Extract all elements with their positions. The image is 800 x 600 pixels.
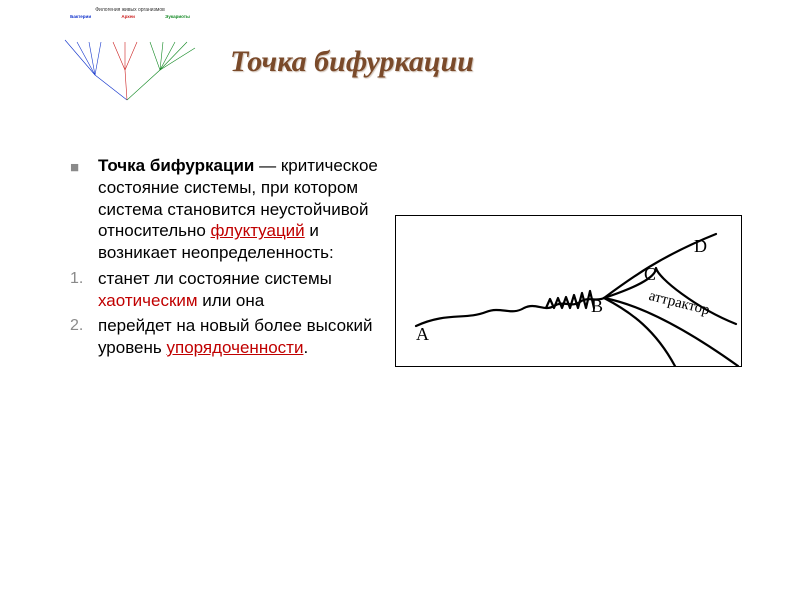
numbered-item-1: 1. станет ли состояние системы хаотическ… — [70, 268, 380, 312]
thumb-label-bacteria: Бактерии — [70, 15, 91, 20]
n2-post: . — [303, 338, 308, 357]
label-A: A — [416, 324, 429, 345]
n1-pre: станет ли состояние системы — [98, 269, 332, 288]
numbered-body: станет ли состояние системы хаотическим … — [98, 268, 380, 312]
bifurcation-diagram: A B C D аттрактор — [395, 215, 742, 367]
thumb-label-archaea: Археи — [121, 15, 135, 20]
slide-title: Точка бифуркации — [230, 45, 474, 79]
dash: — — [254, 156, 280, 175]
phylogeny-thumbnail: Филогения живых организмов Бактерии Архе… — [55, 8, 205, 103]
number-marker: 2. — [70, 315, 98, 359]
order-word: упорядоченности — [166, 338, 303, 357]
numbered-item-2: 2. перейдет на новый более высокий урове… — [70, 315, 380, 359]
chaotic-word: хаотическим — [98, 291, 198, 310]
thumb-kingdom-labels: Бактерии Археи Эукариоты — [55, 15, 205, 20]
label-D: D — [694, 236, 707, 257]
fluctuations-link[interactable]: флуктуаций — [211, 221, 305, 240]
label-B: B — [591, 296, 603, 317]
number-marker: 1. — [70, 268, 98, 312]
thumb-tree-svg — [55, 20, 205, 105]
n1-post: или она — [198, 291, 265, 310]
bullet-marker-icon: ■ — [70, 155, 98, 264]
bullet-body: Точка бифуркации — критическое состояние… — [98, 155, 380, 264]
body-text: ■ Точка бифуркации — критическое состоян… — [70, 155, 380, 363]
label-C: C — [644, 264, 656, 285]
thumb-label-eukaryota: Эукариоты — [165, 15, 190, 20]
term: Точка бифуркации — [98, 156, 254, 175]
bullet-item: ■ Точка бифуркации — критическое состоян… — [70, 155, 380, 264]
thumb-caption: Филогения живых организмов — [55, 8, 205, 13]
numbered-body: перейдет на новый более высокий уровень … — [98, 315, 380, 359]
diagram-svg — [396, 216, 741, 366]
